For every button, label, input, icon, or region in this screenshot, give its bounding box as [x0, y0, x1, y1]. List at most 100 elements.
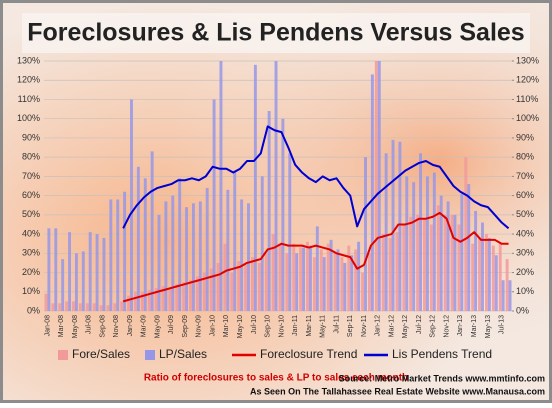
- x-tick-label: Nov-09: [196, 315, 203, 338]
- bar: [402, 224, 406, 311]
- bar: [260, 176, 264, 311]
- bar: [237, 261, 241, 311]
- bar: [292, 243, 296, 311]
- y-tick-label: 60%: [22, 190, 40, 200]
- bar: [92, 303, 96, 311]
- x-tick-label: Mar-08: [58, 315, 65, 337]
- x-tick-label: Sep-12: [430, 315, 437, 338]
- bar: [478, 237, 482, 311]
- bar: [443, 214, 447, 311]
- bar: [250, 257, 254, 311]
- bar: [154, 287, 158, 311]
- legend-label: Lis Pendens Trend: [392, 347, 492, 361]
- x-tick-label: Mar-11: [306, 315, 313, 337]
- bar: [102, 237, 106, 311]
- bar: [299, 247, 303, 311]
- chart-title: Foreclosures & Lis Pendens Versus Sales: [27, 19, 524, 47]
- bar: [474, 211, 478, 311]
- bar: [72, 301, 75, 311]
- y2-tick-label: 70%: [516, 171, 534, 181]
- y2-tick-label: 90%: [516, 132, 534, 142]
- bar: [432, 172, 436, 311]
- bar: [467, 184, 471, 311]
- bar: [106, 305, 110, 311]
- x-tick-label: Jan-08: [44, 315, 51, 337]
- x-tick-label: Sep-09: [182, 315, 189, 338]
- bar: [219, 61, 223, 311]
- bar: [61, 259, 65, 311]
- x-tick-label: Sep-10: [265, 315, 272, 338]
- y-tick-label: 20%: [22, 267, 40, 277]
- x-tick-label: Nov-11: [361, 315, 368, 337]
- bar: [278, 243, 282, 311]
- bar: [85, 303, 89, 311]
- bar: [257, 262, 261, 311]
- y-tick-label: 70%: [22, 171, 40, 181]
- website-note: As Seen On The Tallahassee Real Estate W…: [250, 386, 545, 396]
- bar: [340, 257, 344, 311]
- bar: [343, 262, 347, 311]
- x-tick-label: Nov-10: [278, 315, 285, 338]
- y2-tick-label: 80%: [516, 152, 534, 162]
- x-tick-label: Jul-13: [499, 315, 506, 334]
- y-tick-label: 100%: [17, 113, 40, 123]
- bar: [350, 255, 354, 311]
- bar: [185, 207, 189, 311]
- y-tick-label: 10%: [22, 286, 40, 296]
- y2-tick-label: 40%: [516, 228, 534, 238]
- x-tick-label: Jul-09: [168, 315, 175, 334]
- x-tick-label: Mar-13: [471, 315, 478, 337]
- bar: [464, 157, 468, 311]
- x-tick-label: May-09: [154, 315, 161, 338]
- bar: [130, 99, 133, 311]
- bar: [209, 268, 213, 311]
- x-tick-label: May-10: [237, 315, 244, 338]
- bar: [419, 153, 423, 311]
- bar: [367, 253, 371, 311]
- source-note: Source: Metro Market Trends www.mmtinfo.…: [339, 373, 545, 383]
- trend-line: [122, 125, 510, 230]
- y-tick-label: 80%: [22, 152, 40, 162]
- bar: [388, 237, 392, 311]
- bar: [147, 289, 151, 311]
- bar: [120, 301, 124, 311]
- x-tick-label: Jul-10: [251, 315, 258, 334]
- bar: [312, 257, 316, 311]
- bar: [484, 234, 488, 311]
- bar: [68, 232, 72, 311]
- bar: [354, 249, 358, 311]
- bar: [244, 264, 248, 311]
- y2-tick-label: 0%: [516, 305, 529, 315]
- bar: [216, 262, 220, 311]
- bar: [240, 199, 244, 311]
- bar: [501, 280, 505, 311]
- bar: [175, 284, 179, 311]
- x-tick-label: Jul-12: [416, 315, 423, 334]
- x-tick-label: Jul-11: [333, 315, 340, 334]
- bar: [319, 249, 323, 311]
- bar: [205, 187, 209, 311]
- x-tick-label: Nov-12: [443, 315, 450, 338]
- bar: [491, 245, 495, 311]
- y-tick-label: 30%: [22, 248, 40, 258]
- bar: [364, 157, 367, 311]
- bar: [505, 259, 509, 311]
- bar: [295, 253, 299, 311]
- y2-tick-label: 10%: [516, 286, 534, 296]
- x-tick-label: May-13: [485, 315, 492, 338]
- bar: [168, 287, 172, 311]
- bar: [233, 170, 237, 311]
- y-tick-label: 120%: [17, 75, 40, 85]
- y2-tick-label: 50%: [516, 209, 534, 219]
- x-tick-label: Mar-12: [388, 315, 395, 337]
- bar: [333, 253, 337, 311]
- legend-label: Fore/Sales: [72, 347, 130, 361]
- bar: [161, 286, 165, 311]
- x-tick-label: Nov-08: [113, 315, 120, 338]
- bar: [133, 291, 137, 311]
- bar: [230, 272, 234, 311]
- bar: [58, 303, 62, 311]
- bar: [54, 228, 58, 311]
- subtitle-note: Ratio of foreclosures to sales & LP to s…: [144, 373, 408, 384]
